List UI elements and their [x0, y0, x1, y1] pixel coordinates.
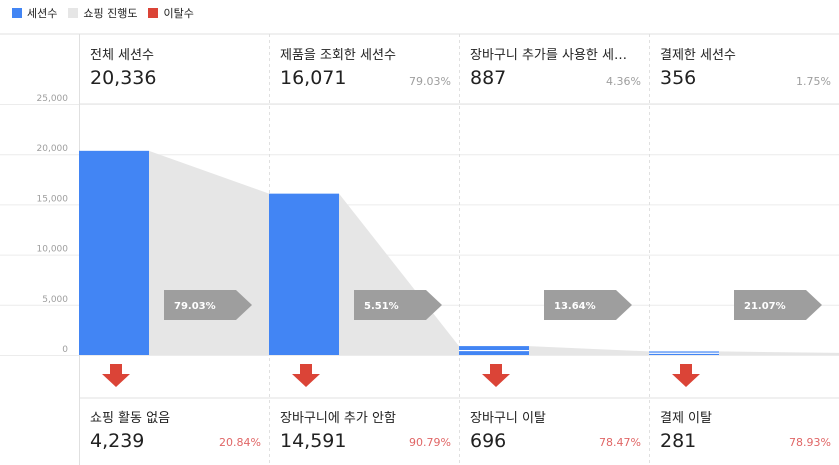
legend-label-dropoff: 이탈수	[163, 7, 194, 20]
stage-percent: 4.36%	[606, 75, 641, 88]
progress-arrow	[164, 290, 252, 320]
abandonment-value: 281	[660, 430, 697, 452]
y-tick-label: 25,000	[37, 94, 69, 104]
y-tick-label: 0	[62, 345, 68, 355]
legend-label-sessions: 세션수	[27, 7, 58, 20]
progress-rate-label: 13.64%	[554, 301, 596, 312]
abandonment-percent: 78.93%	[789, 436, 831, 449]
progress-area	[719, 351, 839, 355]
chart-legend: 세션수 쇼핑 진행도 이탈수	[12, 5, 205, 21]
abandonment-2[interactable]: 장바구니에 추가 안함 14,591 90.79%	[269, 398, 459, 465]
legend-swatch-progress	[68, 8, 79, 18]
abandonment-1[interactable]: 쇼핑 활동 없음 4,239 20.84%	[79, 398, 269, 465]
abandonment-percent: 90.79%	[409, 436, 451, 449]
dropoff-arrow-icon	[672, 364, 700, 387]
y-tick-label: 20,000	[37, 144, 69, 154]
stage-percent: 1.75%	[796, 75, 831, 88]
legend-label-progress: 쇼핑 진행도	[83, 7, 138, 20]
stage-name: 장바구니 추가를 사용한 세…	[470, 48, 627, 63]
progress-area	[149, 150, 269, 355]
progress-arrow	[544, 290, 632, 320]
stage-name: 결제한 세션수	[660, 48, 736, 63]
progress-area	[529, 346, 649, 355]
progress-rate-label: 5.51%	[364, 301, 399, 312]
y-tick-label: 15,000	[37, 194, 69, 204]
abandonment-4[interactable]: 결제 이탈 281 78.93%	[649, 398, 839, 465]
stage-header-3[interactable]: 장바구니 추가를 사용한 세… 887 4.36%	[459, 34, 649, 104]
abandonment-percent: 20.84%	[219, 436, 261, 449]
abandonment-value: 4,239	[90, 430, 145, 452]
abandonment-name: 결제 이탈	[660, 411, 712, 426]
stage-percent: 79.03%	[409, 75, 451, 88]
stage-value: 356	[660, 67, 697, 89]
legend-swatch-sessions	[12, 8, 22, 18]
dropoff-arrow-icon	[292, 364, 320, 387]
legend-item-dropoff[interactable]: 이탈수	[148, 5, 194, 21]
dropoff-arrow-icon	[102, 364, 130, 387]
progress-arrow	[354, 290, 442, 320]
session-bar	[269, 193, 339, 355]
stage-value: 887	[470, 67, 507, 89]
dropoff-arrow-icon	[482, 364, 510, 387]
legend-item-sessions[interactable]: 세션수	[12, 5, 57, 21]
abandonment-3[interactable]: 장바구니 이탈 696 78.47%	[459, 398, 649, 465]
abandonment-percent: 78.47%	[599, 436, 641, 449]
stage-header-2[interactable]: 제품을 조회한 세션수 16,071 79.03%	[269, 34, 459, 104]
progress-rate-label: 21.07%	[744, 301, 786, 312]
y-tick-label: 10,000	[37, 245, 69, 255]
progress-arrow	[734, 290, 822, 320]
abandonment-name: 장바구니 이탈	[470, 411, 546, 426]
stage-value: 16,071	[280, 67, 347, 89]
progress-rate-label: 79.03%	[174, 301, 216, 312]
progress-area	[339, 193, 459, 355]
stage-name: 제품을 조회한 세션수	[280, 48, 396, 63]
stage-header-4[interactable]: 결제한 세션수 356 1.75%	[649, 34, 839, 104]
session-bar	[79, 150, 149, 355]
abandonment-name: 쇼핑 활동 없음	[90, 411, 171, 426]
abandonment-value: 696	[470, 430, 507, 452]
legend-swatch-dropoff	[148, 8, 159, 18]
stage-name: 전체 세션수	[90, 48, 154, 63]
legend-item-progress[interactable]: 쇼핑 진행도	[68, 5, 137, 21]
abandonment-name: 장바구니에 추가 안함	[280, 411, 396, 426]
y-tick-label: 5,000	[42, 295, 68, 305]
stage-value: 20,336	[90, 67, 157, 89]
stage-header-1[interactable]: 전체 세션수 20,336	[79, 34, 269, 104]
abandonment-value: 14,591	[280, 430, 347, 452]
